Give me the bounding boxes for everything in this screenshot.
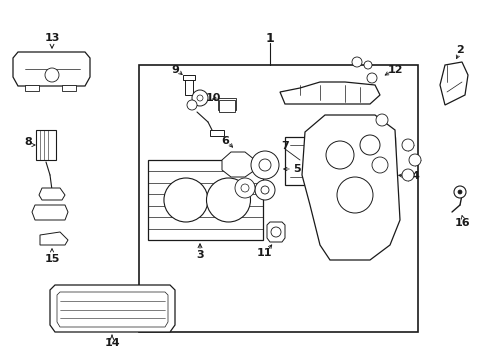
- Polygon shape: [439, 62, 467, 105]
- Polygon shape: [39, 188, 65, 200]
- Circle shape: [375, 114, 387, 126]
- Bar: [184, 77, 193, 95]
- Circle shape: [336, 177, 372, 213]
- Polygon shape: [57, 292, 168, 327]
- Polygon shape: [266, 222, 285, 242]
- Text: 9: 9: [171, 65, 179, 75]
- Circle shape: [371, 157, 387, 173]
- Text: 4: 4: [410, 171, 418, 181]
- Text: 15: 15: [44, 254, 60, 264]
- Bar: [36, 130, 56, 160]
- Circle shape: [206, 178, 250, 222]
- Polygon shape: [50, 285, 175, 332]
- Text: 3: 3: [196, 250, 203, 260]
- Bar: [62, 85, 76, 91]
- Bar: [183, 75, 195, 80]
- Text: 16: 16: [454, 218, 470, 228]
- Circle shape: [45, 68, 59, 82]
- Text: 13: 13: [44, 33, 60, 43]
- Bar: [139, 65, 417, 332]
- Circle shape: [325, 141, 353, 169]
- Text: 2: 2: [455, 45, 463, 55]
- Circle shape: [351, 57, 361, 67]
- Circle shape: [270, 227, 281, 237]
- Circle shape: [186, 100, 197, 110]
- Circle shape: [457, 190, 461, 194]
- Text: 12: 12: [386, 65, 402, 75]
- Circle shape: [401, 169, 413, 181]
- Bar: [209, 130, 224, 136]
- Text: 8: 8: [24, 137, 32, 147]
- Circle shape: [453, 186, 465, 198]
- Circle shape: [197, 95, 203, 101]
- Circle shape: [359, 135, 379, 155]
- Bar: [218, 98, 236, 110]
- Circle shape: [366, 73, 376, 83]
- Polygon shape: [13, 52, 90, 86]
- Circle shape: [363, 61, 371, 69]
- Bar: [148, 160, 263, 240]
- Circle shape: [163, 178, 207, 222]
- Circle shape: [192, 90, 207, 106]
- Text: 5: 5: [293, 164, 300, 174]
- Bar: [25, 85, 39, 91]
- Polygon shape: [302, 115, 399, 260]
- Polygon shape: [222, 152, 254, 177]
- Text: 7: 7: [281, 141, 288, 151]
- Circle shape: [408, 154, 420, 166]
- Polygon shape: [280, 82, 379, 104]
- Bar: [219, 100, 235, 112]
- Bar: [285, 137, 394, 185]
- Circle shape: [261, 186, 268, 194]
- Circle shape: [235, 178, 254, 198]
- Circle shape: [241, 184, 248, 192]
- Text: 1: 1: [265, 32, 274, 45]
- Circle shape: [254, 180, 274, 200]
- Circle shape: [401, 139, 413, 151]
- Circle shape: [259, 159, 270, 171]
- Polygon shape: [40, 232, 68, 245]
- Text: 11: 11: [256, 248, 271, 258]
- Circle shape: [250, 151, 279, 179]
- Text: 6: 6: [221, 136, 228, 146]
- Text: 10: 10: [205, 93, 220, 103]
- Text: 14: 14: [104, 338, 120, 348]
- Polygon shape: [32, 205, 68, 220]
